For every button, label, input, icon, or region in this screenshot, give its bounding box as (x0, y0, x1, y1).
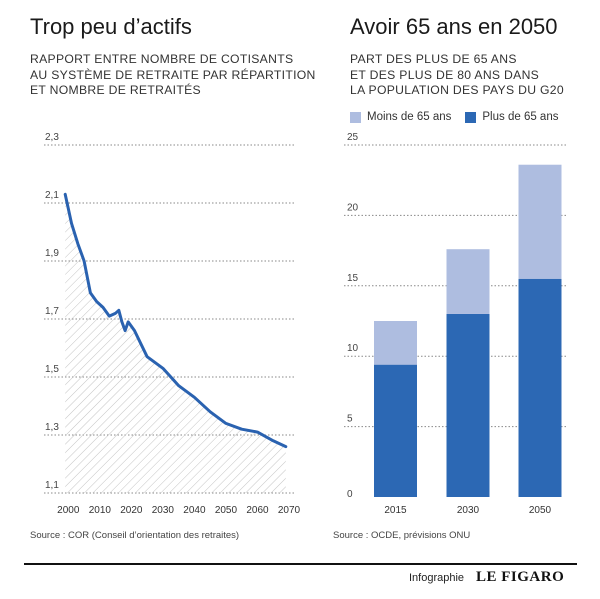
right-chart-title: Avoir 65 ans en 2050 (350, 14, 558, 39)
line-chart-x-tick-label: 2000 (57, 505, 80, 516)
legend-label-moins-65: Moins de 65 ans (367, 111, 452, 123)
legend-swatch-dark (465, 111, 477, 123)
footer-divider (24, 563, 577, 565)
line-chart-x-tick-label: 2010 (89, 505, 112, 516)
line-chart-x-tick-label: 2050 (215, 505, 238, 516)
bar-chart-y-tick-label: 10 (347, 343, 359, 354)
right-subtitle-line-3: LA POPULATION DES PAYS DU G20 (350, 83, 564, 97)
left-subtitle-line-1: RAPPORT ENTRE NOMBRE DE COTISANTS (30, 52, 294, 66)
legend-label-plus-65: Plus de 65 ans (482, 111, 559, 123)
line-chart-y-tick-label: 1,9 (45, 248, 59, 259)
bar-chart-y-tick-labels: 0 5 10 15 20 25 (347, 132, 359, 500)
bar-chart-legend: Moins de 65 ans Plus de 65 ans (350, 111, 558, 123)
left-chart-source: Source : COR (Conseil d’orientation des … (30, 530, 240, 541)
bar-chart-x-tick-label: 2015 (384, 505, 407, 516)
bar-chart-y-tick-label: 25 (347, 132, 359, 143)
legend-item-moins-65: Moins de 65 ans (350, 111, 451, 123)
bar-chart-x-tick-labels: 2015 2030 2050 (384, 505, 551, 516)
bar-moins-65-2050 (518, 164, 562, 279)
bar-plus-65-2050 (518, 278, 562, 497)
line-chart-x-tick-label: 2060 (246, 505, 269, 516)
line-chart-area (65, 194, 286, 494)
left-chart-subtitle: RAPPORT ENTRE NOMBRE DE COTISANTS AU SYS… (30, 52, 316, 99)
line-chart-x-tick-label: 2030 (152, 505, 175, 516)
line-chart-y-tick-labels: 1,1 1,3 1,5 1,7 1,9 2,1 2,3 (45, 132, 59, 491)
right-chart-subtitle: PART DES PLUS DE 65 ANS ET DES PLUS DE 8… (350, 52, 564, 99)
line-chart-x-tick-labels: 2000 2010 2020 2030 2040 2050 2060 2070 (57, 505, 300, 516)
bar-chart-y-tick-label: 20 (347, 202, 359, 213)
line-chart-x-tick-label: 2070 (278, 505, 301, 516)
right-subtitle-line-2: ET DES PLUS DE 80 ANS DANS (350, 67, 540, 82)
bar-chart-bars (374, 164, 562, 497)
left-subtitle-line-2: AU SYSTÈME DE RETRAITE PAR RÉPARTITION (30, 67, 316, 82)
right-subtitle-line-1: PART DES PLUS DE 65 ANS (350, 52, 517, 66)
footer-infographie-label: Infographie (409, 572, 465, 584)
le-figaro-logo: LE FIGARO (476, 569, 565, 585)
bar-moins-65-2030 (446, 249, 490, 314)
bar-chart-x-tick-label: 2030 (457, 505, 480, 516)
legend-item-plus-65: Plus de 65 ans (465, 111, 558, 123)
line-chart-y-tick-label: 2,1 (45, 190, 59, 201)
bar-plus-65-2030 (446, 313, 490, 497)
bar-chart-y-tick-label: 15 (347, 273, 359, 284)
bar-chart-y-tick-label: 5 (347, 414, 353, 425)
right-chart-source: Source : OCDE, prévisions ONU (333, 530, 471, 541)
legend-swatch-light (350, 111, 361, 123)
line-chart-x-tick-label: 2020 (120, 505, 143, 516)
left-subtitle-line-3: ET NOMBRE DE RETRAITÉS (30, 83, 201, 97)
line-chart-x-tick-label: 2040 (183, 505, 206, 516)
bar-plus-65-2015 (374, 364, 417, 497)
line-chart-series-line (63, 192, 288, 449)
left-chart-title: Trop peu d’actifs (30, 14, 192, 39)
line-chart-y-tick-label: 2,3 (45, 132, 59, 143)
bar-chart-y-tick-label: 0 (347, 489, 353, 500)
bar-moins-65-2015 (374, 321, 417, 365)
line-chart-y-tick-label: 1,3 (45, 422, 59, 433)
line-chart-y-tick-label: 1,5 (45, 364, 59, 375)
line-chart-y-tick-label: 1,7 (45, 306, 59, 317)
bar-chart-x-tick-label: 2050 (529, 505, 552, 516)
line-chart-y-tick-label: 1,1 (45, 480, 59, 491)
